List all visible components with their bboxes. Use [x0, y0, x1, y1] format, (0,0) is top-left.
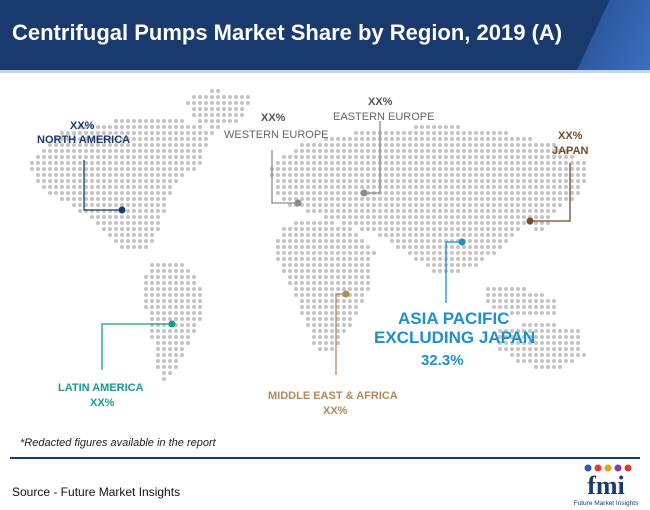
map-dots: [30, 89, 586, 381]
north-america-value: XX%: [70, 120, 95, 132]
latin-america-value: XX%: [90, 397, 115, 409]
latin-america-name: LATIN AMERICA: [58, 382, 144, 394]
western-europe-value: XX%: [261, 112, 286, 124]
eastern-europe-leader: [364, 121, 381, 194]
eastern-europe-value: XX%: [368, 96, 393, 108]
japan-marker: [526, 217, 534, 225]
japan-value: XX%: [558, 130, 583, 142]
north-america-name: NORTH AMERICA: [37, 134, 131, 146]
svg-text:Future Market Insights: Future Market Insights: [574, 500, 639, 507]
world-dot-map: [30, 89, 586, 381]
source-text: Source - Future Market Insights: [12, 485, 181, 499]
svg-text:fmi: fmi: [587, 471, 625, 500]
eastern-europe-name: EASTERN EUROPE: [333, 111, 435, 123]
mea-name: MIDDLE EAST & AFRICA: [268, 390, 398, 402]
asia-pacific-marker: [458, 238, 466, 246]
callout-lines: [83, 121, 571, 375]
footnote: *Redacted figures available in the repor…: [20, 437, 216, 449]
asia-pacific-leader: [445, 241, 462, 303]
eastern-europe-marker: [360, 189, 368, 197]
western-europe-name: WESTERN EUROPE: [224, 129, 329, 141]
western-europe-leader: [271, 150, 298, 204]
western-europe-marker: [294, 199, 302, 207]
japan-leader: [530, 163, 571, 222]
header-accent: [560, 0, 650, 70]
footer-divider: [10, 457, 640, 459]
north-america-marker: [118, 206, 126, 214]
latin-america-leader: [101, 323, 172, 370]
north-america-leader: [83, 160, 122, 211]
asia-pacific-name-line1: ASIA PACIFIC: [398, 309, 510, 328]
asia-pacific-value: 32.3%: [421, 352, 464, 369]
japan-name: JAPAN: [552, 145, 589, 157]
asia-pacific-name-line2: EXCLUDING JAPAN: [374, 328, 536, 347]
page-title: Centrifugal Pumps Market Share by Region…: [12, 20, 563, 45]
mea-marker: [342, 290, 350, 298]
header-banner: Centrifugal Pumps Market Share by Region…: [0, 0, 650, 70]
header-divider: [0, 70, 650, 73]
fmi-logo: fmi Future Market Insights: [574, 464, 639, 507]
mea-value: XX%: [323, 405, 348, 417]
latin-america-marker: [168, 320, 176, 328]
